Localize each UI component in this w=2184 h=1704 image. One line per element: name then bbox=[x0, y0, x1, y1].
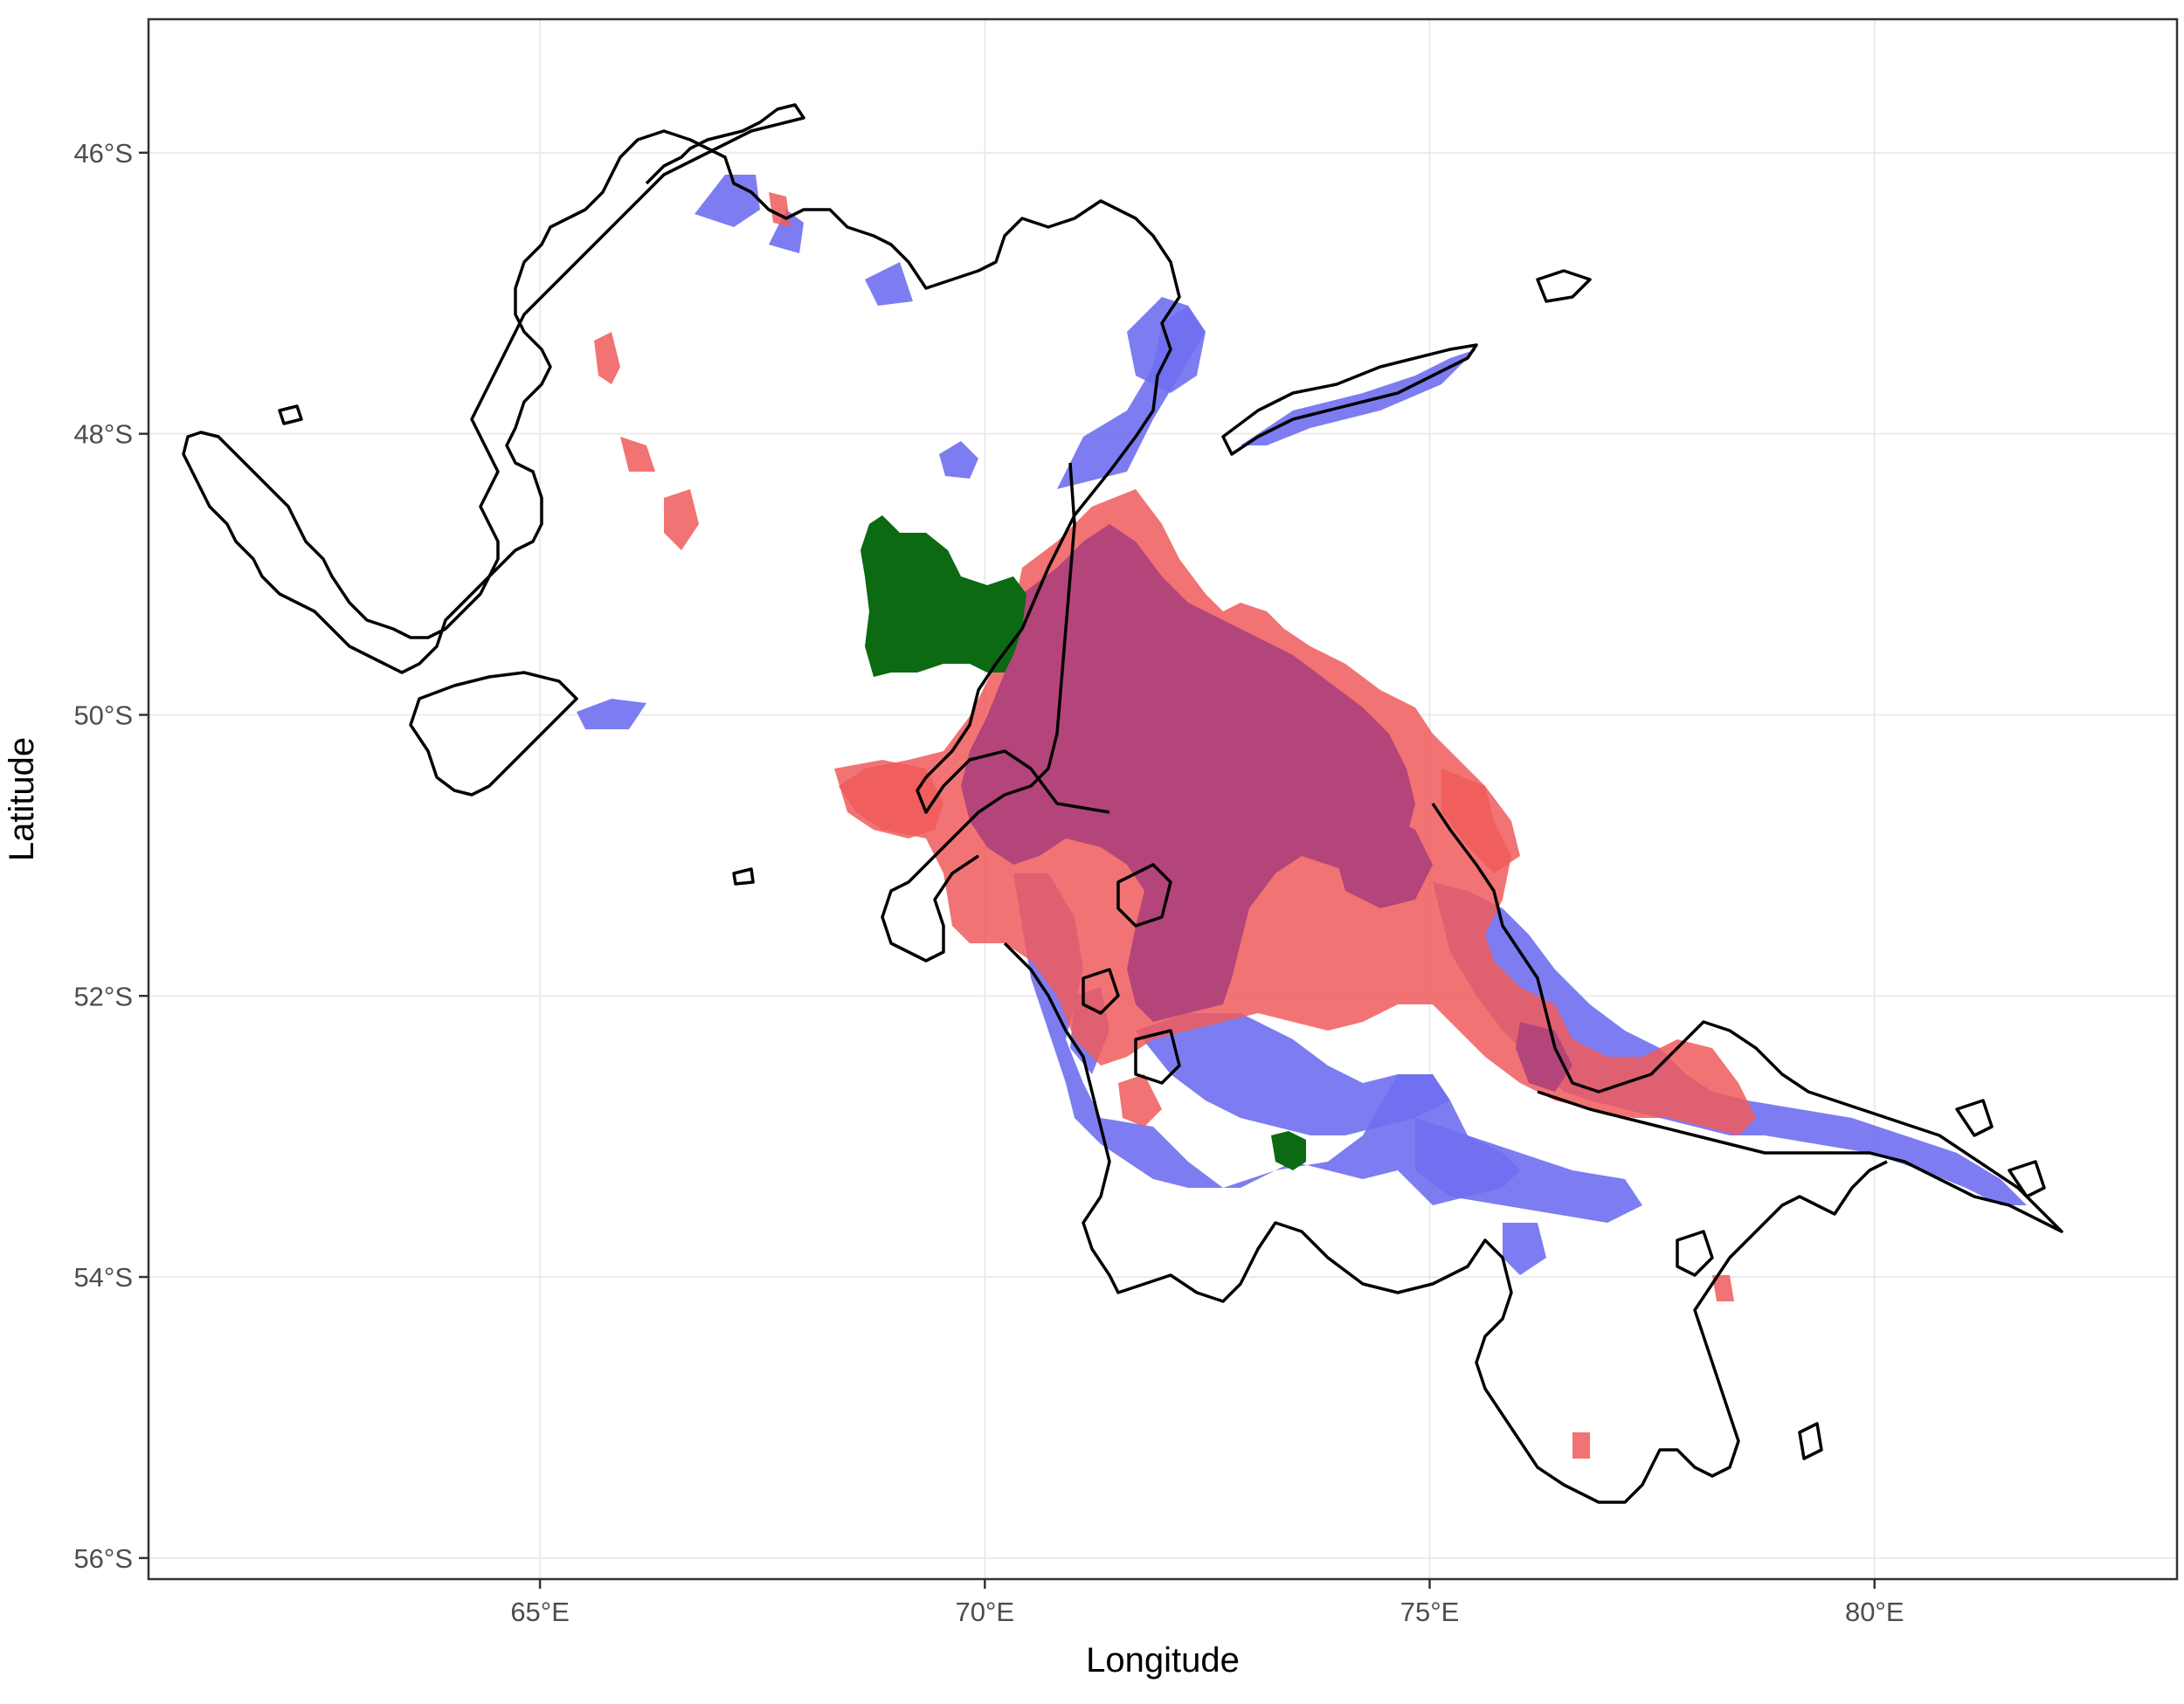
contour-island-j bbox=[1798, 1422, 1823, 1460]
x-tick-label: 75°E bbox=[1400, 1597, 1460, 1627]
red-patch-west-arm bbox=[834, 760, 943, 838]
map-panel bbox=[147, 17, 2179, 1581]
contour-island-c bbox=[1134, 1029, 1181, 1085]
red-patch-south-1 bbox=[1118, 1074, 1162, 1127]
blue-patch-ridge-east bbox=[1241, 349, 1476, 445]
contour-island-i bbox=[732, 867, 755, 886]
blue-patch-southeast bbox=[1415, 1118, 1642, 1223]
contour-east-spur bbox=[1221, 343, 1478, 456]
blue-patch-south-spot bbox=[1503, 1223, 1546, 1275]
contour-island-a bbox=[1116, 863, 1172, 928]
contour-island-e bbox=[1676, 1230, 1714, 1277]
x-axis-title: Longitude bbox=[1086, 1641, 1240, 1680]
habitat-patches bbox=[577, 175, 2027, 1459]
y-tick-label: 56°S bbox=[73, 1543, 133, 1574]
x-tick-label: 70°E bbox=[956, 1597, 1015, 1627]
x-tick-label: 65°E bbox=[510, 1597, 570, 1627]
blue-patch-northwest-2 bbox=[769, 210, 804, 253]
red-patch-south-3 bbox=[1572, 1432, 1590, 1459]
red-patch-northwest-3 bbox=[664, 489, 699, 550]
x-axis: 65°E 70°E 75°E 80°E bbox=[510, 1579, 1904, 1627]
y-tick-label: 48°S bbox=[73, 419, 133, 450]
overlap-patch-east bbox=[1328, 812, 1433, 908]
panel-border bbox=[147, 17, 2179, 1581]
blue-patch-northwest-3 bbox=[865, 262, 913, 306]
red-patch-south-2 bbox=[1712, 1275, 1734, 1301]
contour-island-f bbox=[1955, 1099, 1994, 1137]
contour-main-plateau bbox=[182, 103, 1181, 814]
contour-west-arm bbox=[409, 671, 578, 797]
y-tick-label: 46°S bbox=[73, 138, 133, 169]
blue-patch-central-south bbox=[1136, 1013, 1450, 1135]
overlap-patch-core bbox=[961, 524, 1415, 1022]
contour-island-g bbox=[2008, 1160, 2046, 1198]
y-axis-title: Latitude bbox=[3, 737, 41, 861]
blue-patch-isolated bbox=[939, 441, 978, 479]
contour-southeast-ridge bbox=[1431, 803, 2063, 1233]
red-patch-northwest-1 bbox=[594, 332, 620, 384]
y-tick-label: 50°S bbox=[73, 700, 133, 730]
y-tick-label: 54°S bbox=[73, 1262, 133, 1293]
contour-island-d bbox=[1536, 269, 1592, 303]
contour-central-ridge bbox=[881, 462, 1076, 962]
x-tick-label: 80°E bbox=[1845, 1597, 1904, 1627]
y-tick-label: 52°S bbox=[73, 981, 133, 1011]
contour-lines bbox=[182, 103, 2063, 1504]
blue-patch-north-shelf bbox=[1127, 297, 1206, 393]
green-patch-south bbox=[1271, 1131, 1306, 1170]
blue-patch-west-shelf bbox=[577, 699, 646, 729]
contour-island-h bbox=[278, 404, 303, 425]
contour-island-b bbox=[1082, 968, 1120, 1015]
overlap-patch-southeast bbox=[1516, 1022, 1572, 1092]
y-axis: 46°S 48°S 50°S 52°S 54°S 56°S bbox=[73, 138, 149, 1574]
green-patch-central bbox=[860, 515, 1026, 677]
red-patch-northwest-2 bbox=[620, 437, 655, 472]
contour-south-plateau bbox=[1003, 942, 1888, 1504]
red-patch-east-arm bbox=[1441, 769, 1520, 873]
